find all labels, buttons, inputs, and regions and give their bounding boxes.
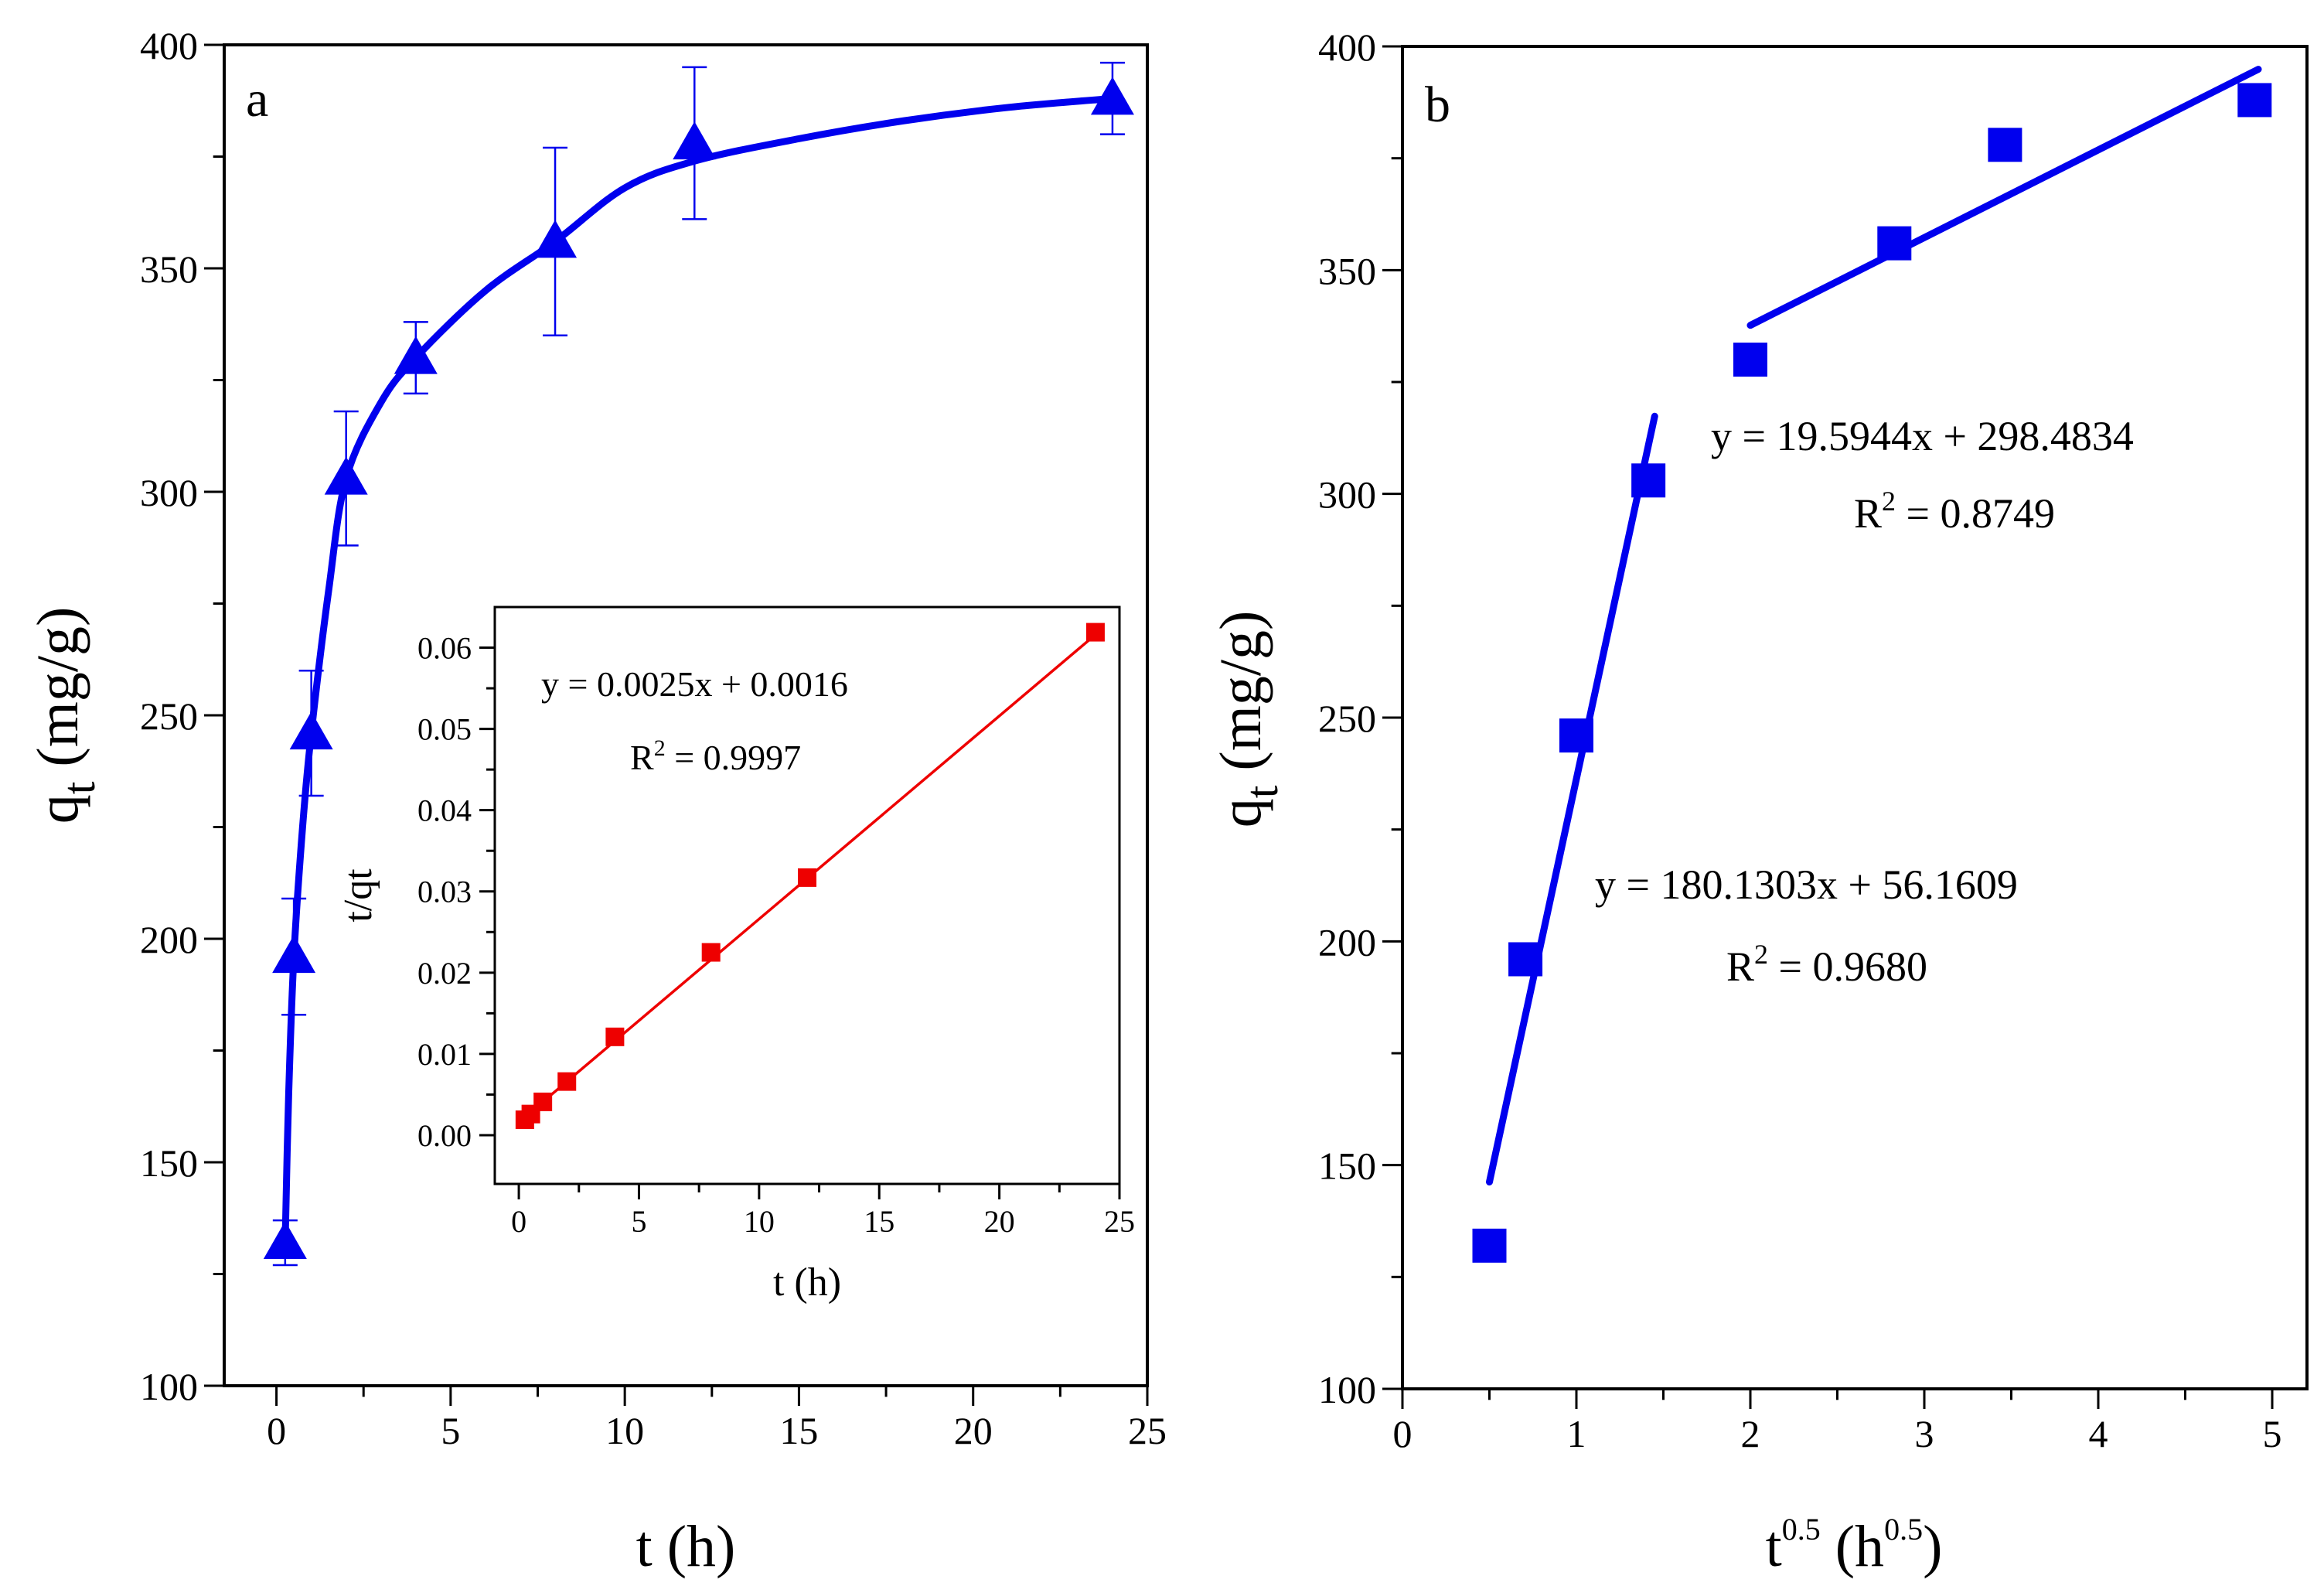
- x-tick-label: 3: [1915, 1412, 1934, 1455]
- data-point-square: [1877, 226, 1912, 261]
- y-tick-label: 300: [140, 471, 198, 514]
- y-tick-label: 300: [1318, 473, 1376, 517]
- fit-line-1: [1486, 412, 1658, 1186]
- panel-b-frame: [1401, 45, 2309, 1390]
- x-tick-label: 25: [1104, 1204, 1135, 1239]
- data-point-triangle: [324, 456, 368, 495]
- x-tick-label: 20: [954, 1409, 993, 1452]
- data-point-triangle: [1090, 77, 1134, 115]
- x-tick-label: 0: [511, 1204, 526, 1239]
- y-tick-label: 250: [1318, 697, 1376, 740]
- y-tick-label: 350: [140, 247, 198, 291]
- y-tick-label: 350: [1318, 249, 1376, 292]
- x-tick-label: 25: [1128, 1409, 1167, 1452]
- data-point-square: [1733, 343, 1767, 377]
- y-tick-label: 400: [140, 24, 198, 67]
- inset-equation: y = 0.0025x + 0.0016: [541, 664, 848, 704]
- data-point-square: [1508, 942, 1543, 977]
- x-tick-label: 10: [744, 1204, 775, 1239]
- panel-b: 0 1 2 3 4 5 100 150 200 250 300 350 400 b y = 19.594…: [1208, 26, 2309, 1579]
- y-tick-label: 0.06: [417, 631, 472, 666]
- inset-xlabel: t (h): [773, 1260, 841, 1305]
- data-point-triangle: [533, 220, 578, 258]
- x-tick-label: 1: [1567, 1412, 1586, 1455]
- y-tick-label: 0.00: [417, 1118, 472, 1153]
- y-tick-label: 200: [140, 918, 198, 961]
- x-tick-label: 15: [779, 1409, 818, 1452]
- inset-data-point: [605, 1027, 625, 1046]
- panel-a-ylabel: qt (mg/g): [26, 607, 104, 824]
- x-tick-label: 4: [2089, 1412, 2108, 1455]
- y-tick-label: 400: [1318, 26, 1376, 69]
- data-point-triangle: [263, 1221, 307, 1260]
- x-tick-label: 0: [1393, 1412, 1412, 1455]
- inset-data-point: [701, 943, 721, 962]
- inset-data-point: [557, 1072, 577, 1091]
- x-tick-label: 5: [2263, 1412, 2282, 1455]
- panel-b-xlabel: t0.5 (h0.5): [1766, 1512, 1943, 1579]
- y-tick-label: 150: [140, 1141, 198, 1185]
- y-tick-label: 100: [1318, 1368, 1376, 1411]
- data-point-triangle: [673, 121, 717, 160]
- inset-chart: 0 5 10 15 20 25 0.00 0.01 0.02 0.03 0.04 0.05 0.06 y…: [336, 605, 1135, 1305]
- y-tick-label: 200: [1318, 920, 1376, 964]
- inset-data-point: [798, 868, 816, 887]
- y-tick-label: 0.01: [417, 1037, 472, 1072]
- data-point-triangle: [272, 935, 316, 974]
- panel-b-label: b: [1425, 77, 1450, 133]
- y-tick-label: 0.02: [417, 956, 472, 991]
- x-tick-label: 5: [441, 1409, 460, 1452]
- panel-a-label: a: [246, 71, 268, 128]
- data-point-triangle: [289, 711, 333, 750]
- inset-r2: R2 = 0.9997: [630, 735, 801, 777]
- x-tick-label: 15: [864, 1204, 895, 1239]
- panel-b-r2-2: R2 = 0.8749: [1854, 486, 2055, 537]
- panel-b-equation-1: y = 180.1303x + 56.1609: [1595, 861, 2018, 908]
- data-point-square: [2237, 83, 2272, 118]
- panel-a-xlabel: t (h): [636, 1514, 736, 1579]
- x-tick-label: 2: [1741, 1412, 1760, 1455]
- inset-ylabel: t/qt: [336, 868, 380, 923]
- x-tick-label: 20: [984, 1204, 1015, 1239]
- y-tick-label: 0.03: [417, 875, 472, 909]
- data-point-square: [1988, 128, 2022, 162]
- x-tick-label: 5: [631, 1204, 646, 1239]
- y-tick-label: 150: [1318, 1144, 1376, 1188]
- y-tick-label: 100: [140, 1365, 198, 1408]
- inset-data-point: [1085, 623, 1105, 642]
- panel-b-r2-1: R2 = 0.9680: [1726, 939, 1927, 990]
- y-tick-label: 0.04: [417, 793, 472, 828]
- fit-line-2: [1746, 66, 2262, 329]
- data-point-triangle: [394, 336, 438, 374]
- data-point-square: [1472, 1228, 1507, 1263]
- panel-b-equation-2: y = 19.5944x + 298.4834: [1711, 413, 2134, 459]
- inset-frame: [493, 605, 1121, 1185]
- y-tick-label: 0.05: [417, 712, 472, 747]
- x-tick-label: 0: [267, 1409, 286, 1452]
- panel-b-ylabel: qt (mg/g): [1208, 611, 1287, 828]
- x-tick-label: 10: [605, 1409, 644, 1452]
- data-point-square: [1631, 463, 1666, 498]
- data-point-square: [1559, 718, 1593, 753]
- y-tick-label: 250: [140, 694, 198, 738]
- inset-data-point: [533, 1092, 553, 1111]
